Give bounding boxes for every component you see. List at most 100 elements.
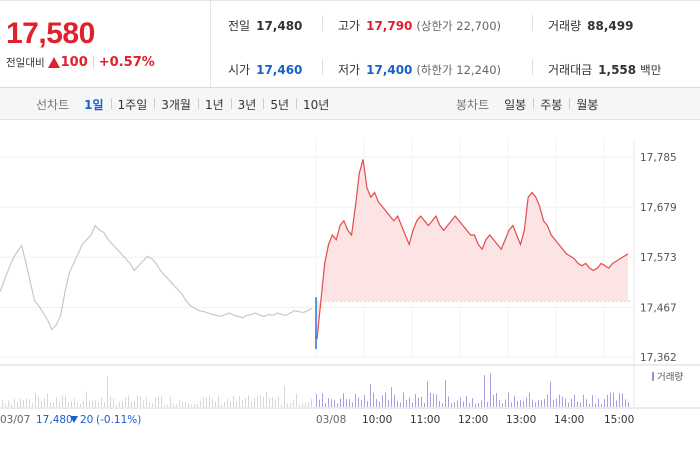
tab-1week[interactable]: 1주일 — [110, 96, 155, 113]
volume-bar — [604, 398, 605, 407]
volume-bar — [131, 401, 132, 407]
volume-bar — [337, 403, 338, 407]
volume-bar — [412, 402, 413, 407]
volume-bar — [397, 400, 398, 407]
tab-3month[interactable]: 3개월 — [154, 96, 198, 113]
divider — [532, 59, 533, 75]
prev-day-line — [0, 224, 313, 331]
volume-bar — [305, 402, 306, 407]
volume-bar — [209, 395, 210, 407]
volume-bar — [580, 402, 581, 407]
volume-bar — [266, 392, 267, 407]
volume-bar — [296, 393, 297, 407]
volume-bar — [263, 396, 264, 407]
volume-bar — [382, 395, 383, 407]
volume-bar — [86, 391, 87, 407]
volume-bar — [38, 396, 39, 407]
volume-bar — [215, 401, 216, 407]
volume-bar — [44, 398, 45, 407]
volume-bar — [212, 398, 213, 407]
volume-bar — [619, 393, 620, 407]
volume-bar — [71, 400, 72, 407]
volume-bar — [436, 394, 437, 407]
volume-bar — [242, 400, 243, 407]
volume-bar — [424, 402, 425, 407]
volume-bar — [499, 400, 500, 407]
volume-bar — [77, 402, 78, 407]
tab-weekly-candle[interactable]: 주봉 — [533, 96, 569, 113]
tab-3year[interactable]: 3년 — [230, 96, 264, 113]
stat-low: 저가 17,400 (하한가 12,240) — [338, 63, 502, 77]
volume-bar — [478, 402, 479, 407]
volume-bar — [628, 401, 629, 407]
volume-bar — [589, 403, 590, 407]
volume-bar — [439, 401, 440, 407]
tab-daily-candle[interactable]: 일봉 — [504, 97, 527, 112]
volume-bar — [83, 400, 84, 407]
volume-bar — [535, 402, 536, 407]
volume-bar — [430, 392, 431, 407]
volume-bar — [511, 402, 512, 407]
volume-bar — [595, 403, 596, 407]
volume-bar — [547, 394, 548, 407]
volume-bar — [11, 404, 12, 407]
volume-bar — [302, 403, 303, 407]
volume-bar — [451, 403, 452, 407]
down-triangle-icon — [70, 416, 78, 423]
candle-chart-tabs: 봉차트 일봉 주봉 월봉 — [456, 88, 605, 120]
volume-bar — [373, 392, 374, 407]
volume-bar — [526, 397, 527, 407]
volume-bar — [32, 403, 33, 407]
volume-bar — [463, 401, 464, 407]
volume-bar — [613, 392, 614, 407]
volume-bar — [460, 397, 461, 407]
volume-bar — [53, 401, 54, 407]
stat-volume: 거래량 88,499 — [548, 19, 634, 33]
volume-bar — [284, 385, 285, 407]
volume-bar — [224, 401, 225, 407]
volume-bar — [68, 402, 69, 407]
volume-bar — [592, 395, 593, 407]
volume-bar — [421, 396, 422, 407]
volume-bar — [278, 396, 279, 407]
volume-bar — [125, 397, 126, 407]
tab-1year[interactable]: 1년 — [197, 96, 231, 113]
volume-bar — [200, 400, 201, 407]
volume-bar — [517, 401, 518, 407]
divider — [322, 15, 323, 31]
change-value: 100 — [60, 55, 88, 70]
volume-bar — [334, 400, 335, 407]
volume-bar — [170, 396, 171, 407]
change-percent: +0.57% — [98, 55, 155, 70]
volume-bar — [101, 397, 102, 407]
volume-bar — [122, 401, 123, 407]
x-tick-label: 10:00 — [362, 414, 392, 426]
volume-bar — [110, 396, 111, 407]
volume-bar — [601, 403, 602, 407]
y-tick-label: 17,785 — [640, 152, 677, 164]
volume-bar — [221, 404, 222, 407]
volume-bar — [508, 392, 509, 407]
volume-bar — [514, 395, 515, 407]
tab-10year[interactable]: 10년 — [296, 96, 336, 113]
volume-bar — [188, 403, 189, 407]
volume-bar — [128, 395, 129, 407]
volume-bar — [403, 392, 404, 407]
volume-bar — [65, 396, 66, 407]
volume-bar — [475, 403, 476, 407]
tab-5year[interactable]: 5년 — [263, 96, 296, 113]
tab-monthly-candle[interactable]: 월봉 — [569, 96, 605, 113]
stat-prev-close: 전일 17,480 — [228, 19, 303, 33]
volume-bar — [358, 397, 359, 407]
prev-day-change: 20 — [80, 414, 93, 426]
volume-bar — [490, 373, 491, 407]
volume-bar — [227, 398, 228, 407]
volume-bar — [502, 403, 503, 407]
tab-1day[interactable]: 1일 — [84, 97, 104, 112]
volume-bar — [176, 404, 177, 407]
volume-bar — [370, 384, 371, 407]
volume-bar — [56, 397, 57, 407]
prev-day-date: 03/07 — [0, 414, 30, 426]
volume-legend-label: 거래량 — [657, 371, 683, 383]
volume-bar — [448, 396, 449, 407]
